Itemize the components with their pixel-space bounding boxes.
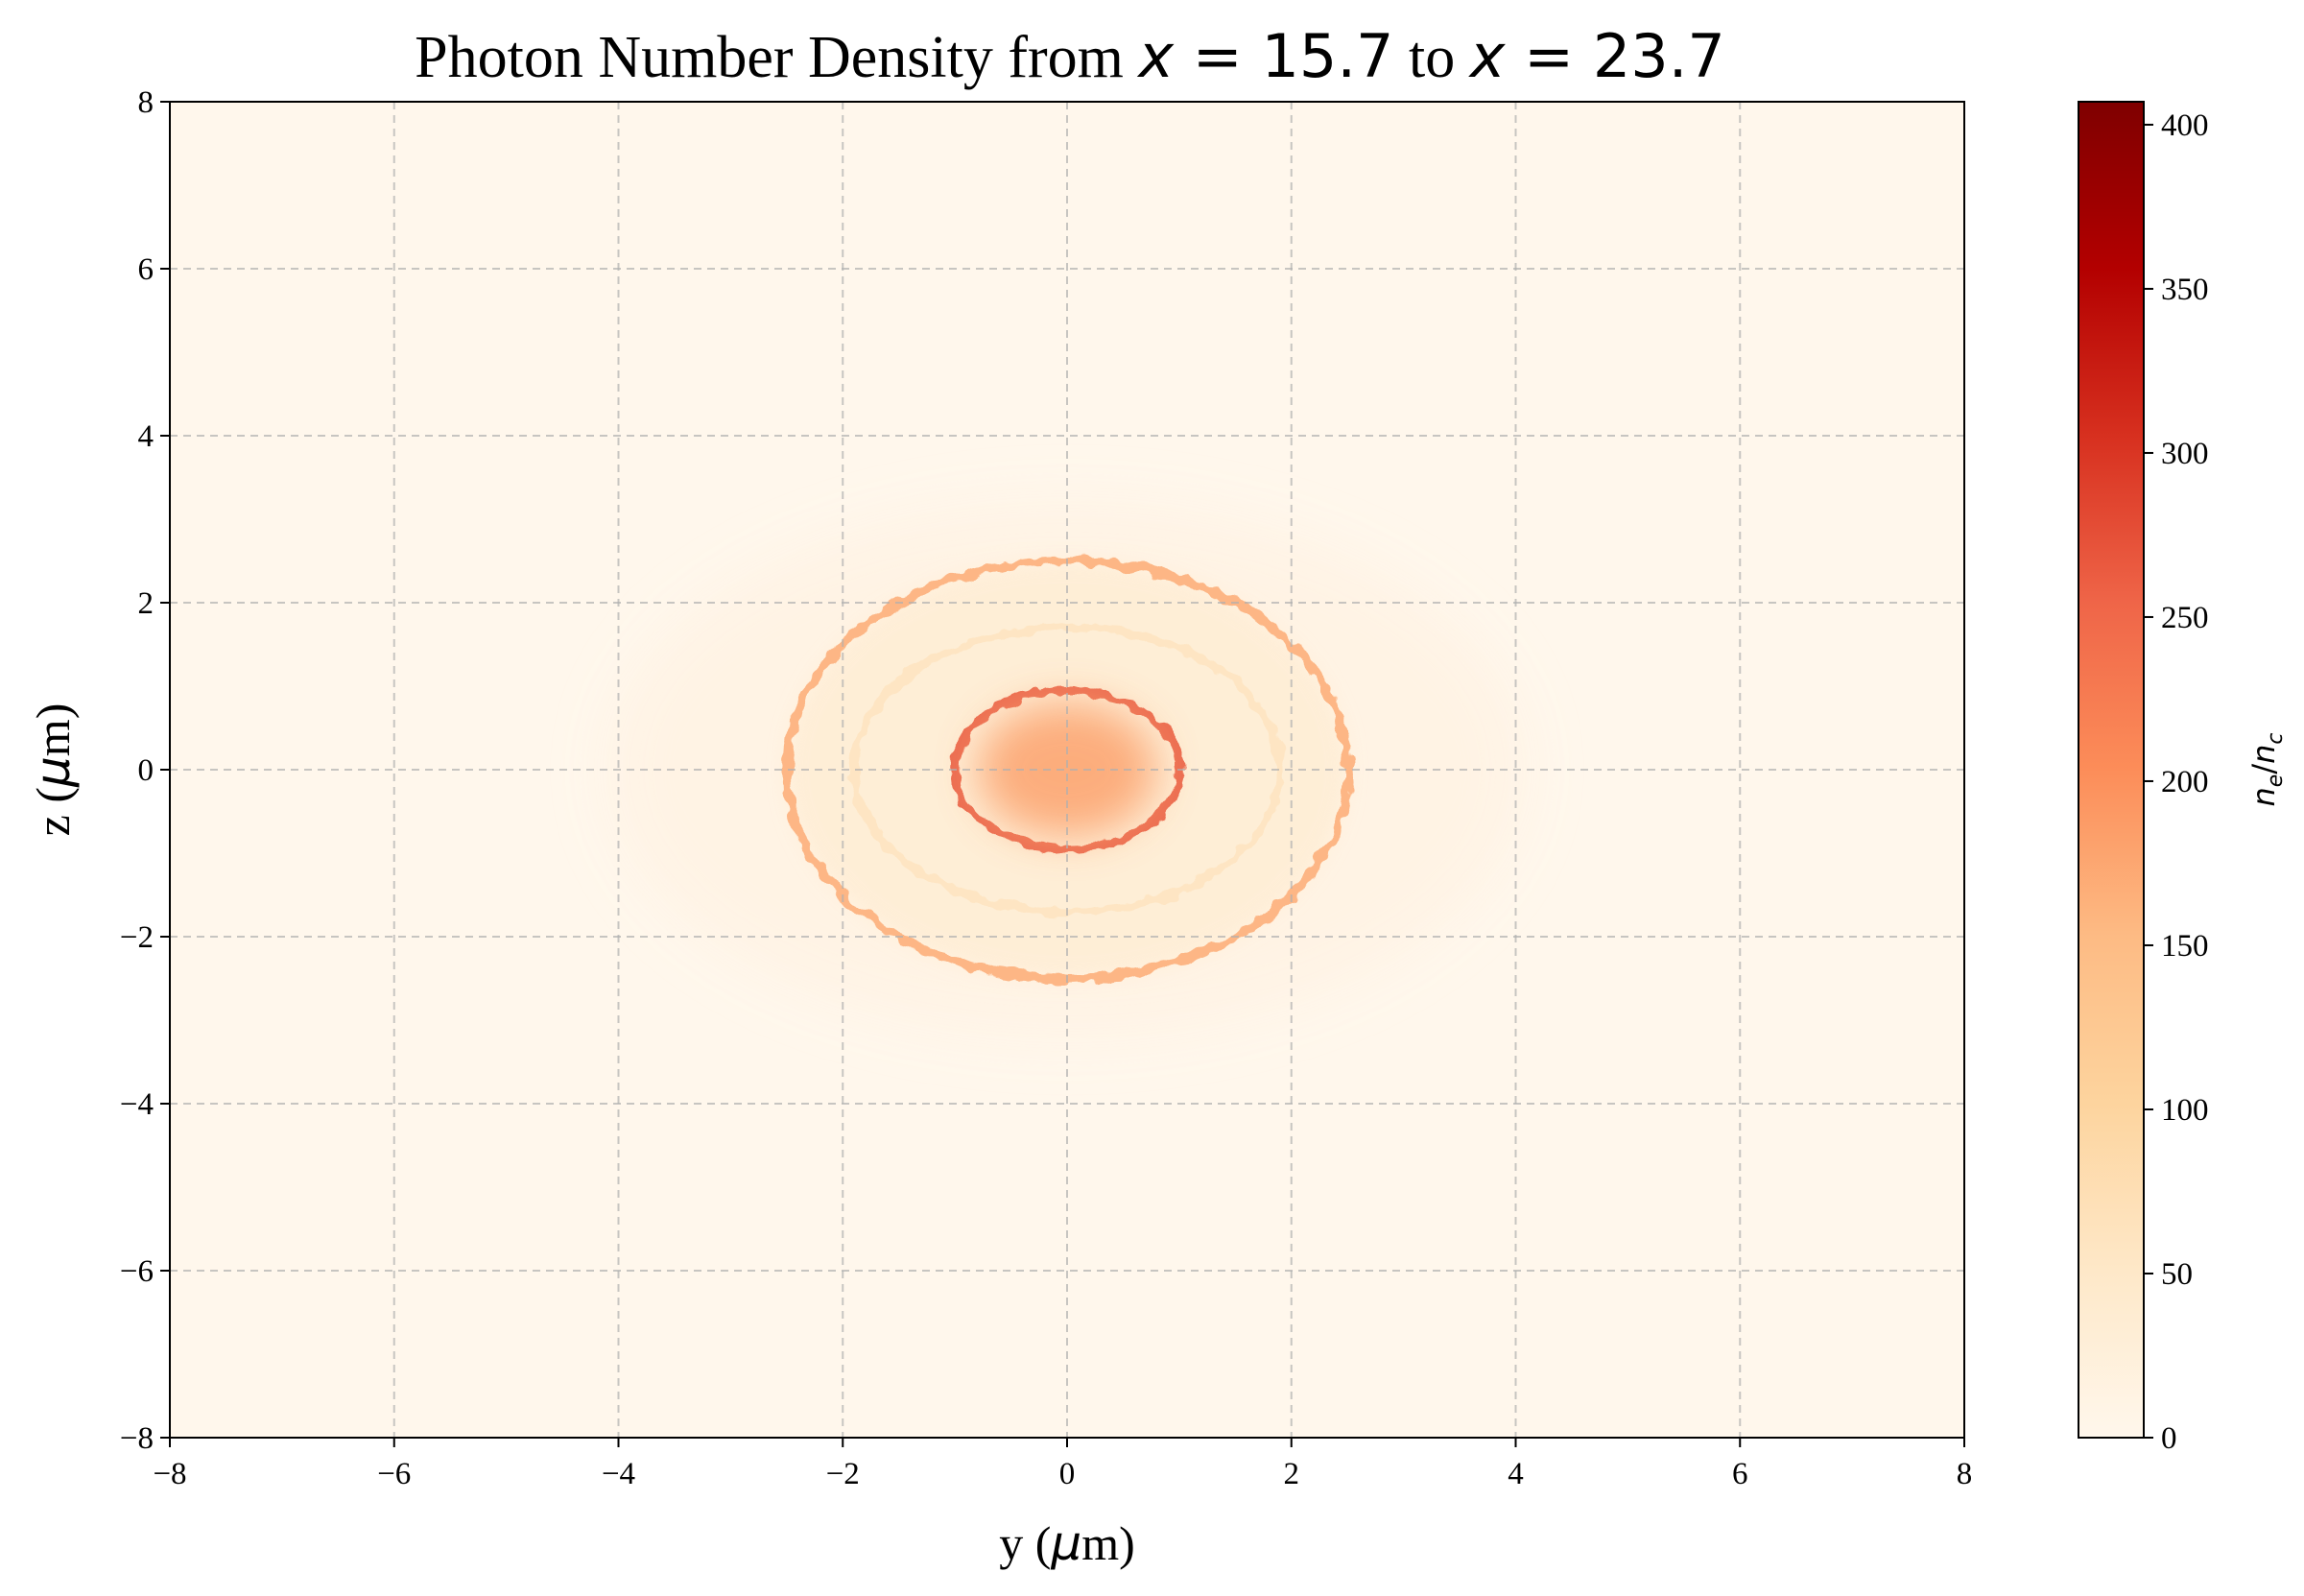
colorbar-label: ne/nc (2245, 733, 2288, 807)
colorbar-ticks: 0 50 100 150 200 250 300 350 400 (2144, 108, 2209, 1456)
x-tick-label: 8 (1957, 1457, 1973, 1491)
colorbar-fill (2078, 101, 2145, 1439)
x-axis-label-post: m) (1081, 1516, 1135, 1570)
y-ticks: −8 −6 −4 −2 0 2 4 6 8 (120, 85, 170, 1456)
x-tick-label: 0 (1059, 1457, 1076, 1491)
colorbar-label-slash: / (2245, 764, 2282, 774)
title-eq2: = 23.7 (1505, 21, 1724, 91)
x-tick-label: −8 (153, 1457, 186, 1491)
x-tick-label: 2 (1284, 1457, 1300, 1491)
x-axis-label-mu: μ (1050, 1515, 1081, 1571)
x-ticks: −8 −6 −4 −2 0 2 4 6 8 (153, 1438, 1972, 1491)
grid-lines (170, 102, 1964, 1438)
x-tick-label: −4 (602, 1457, 635, 1491)
y-axis-label-post: m) (26, 703, 80, 757)
y-tick-label: −8 (120, 1421, 154, 1456)
colorbar-tick-label: 0 (2161, 1421, 2177, 1456)
x-tick-label: −6 (377, 1457, 411, 1491)
y-axis-label: z (μm) (25, 703, 81, 837)
title-prefix: Photon Number Density from (415, 25, 1138, 90)
x-axis-label: y (μm) (999, 1515, 1135, 1571)
colorbar-tick-label: 50 (2161, 1257, 2193, 1292)
x-tick-label: 6 (1732, 1457, 1748, 1491)
colorbar-tick-label: 200 (2161, 765, 2209, 799)
colorbar-label-c: c (2264, 733, 2288, 745)
feature-core (977, 703, 1157, 837)
y-tick-label: 8 (138, 85, 154, 120)
colorbar-tick-label: 250 (2161, 601, 2209, 635)
plot-area: −8 −6 −4 −2 0 2 4 6 8 −8 −6 −4 −2 0 2 4 6 8 (120, 85, 1972, 1491)
heatmap-layer (606, 502, 1528, 1037)
colorbar-label-e: e (2264, 774, 2288, 788)
colorbar-label-n: n (2245, 787, 2282, 806)
chart-title: Photon Number Density from x = 15.7 to x… (415, 21, 1725, 91)
colorbar-tick-label: 100 (2161, 1093, 2209, 1128)
y-tick-label: −6 (120, 1254, 154, 1289)
x-tick-label: −2 (826, 1457, 860, 1491)
y-tick-label: 2 (138, 586, 154, 621)
y-tick-label: 6 (138, 252, 154, 287)
y-tick-label: 4 (138, 419, 154, 454)
colorbar-label-n2: n (2245, 745, 2282, 764)
title-middle: to (1394, 25, 1470, 90)
title-eq1: = 15.7 (1174, 21, 1393, 91)
y-tick-label: −2 (120, 920, 154, 955)
y-axis-label-mu: μ (25, 756, 81, 788)
x-tick-label: 4 (1508, 1457, 1524, 1491)
colorbar-tick-label: 350 (2161, 273, 2209, 307)
title-var1: x (1136, 21, 1175, 91)
colorbar-tick-label: 400 (2161, 108, 2209, 143)
colorbar-tick-label: 150 (2161, 929, 2209, 964)
x-axis-label-pre: y ( (999, 1516, 1051, 1570)
y-tick-label: 0 (138, 753, 154, 788)
title-var2: x (1468, 21, 1507, 91)
y-axis-label-pre: z ( (26, 787, 80, 836)
colorbar-tick-label: 300 (2161, 437, 2209, 471)
y-tick-label: −4 (120, 1087, 154, 1122)
